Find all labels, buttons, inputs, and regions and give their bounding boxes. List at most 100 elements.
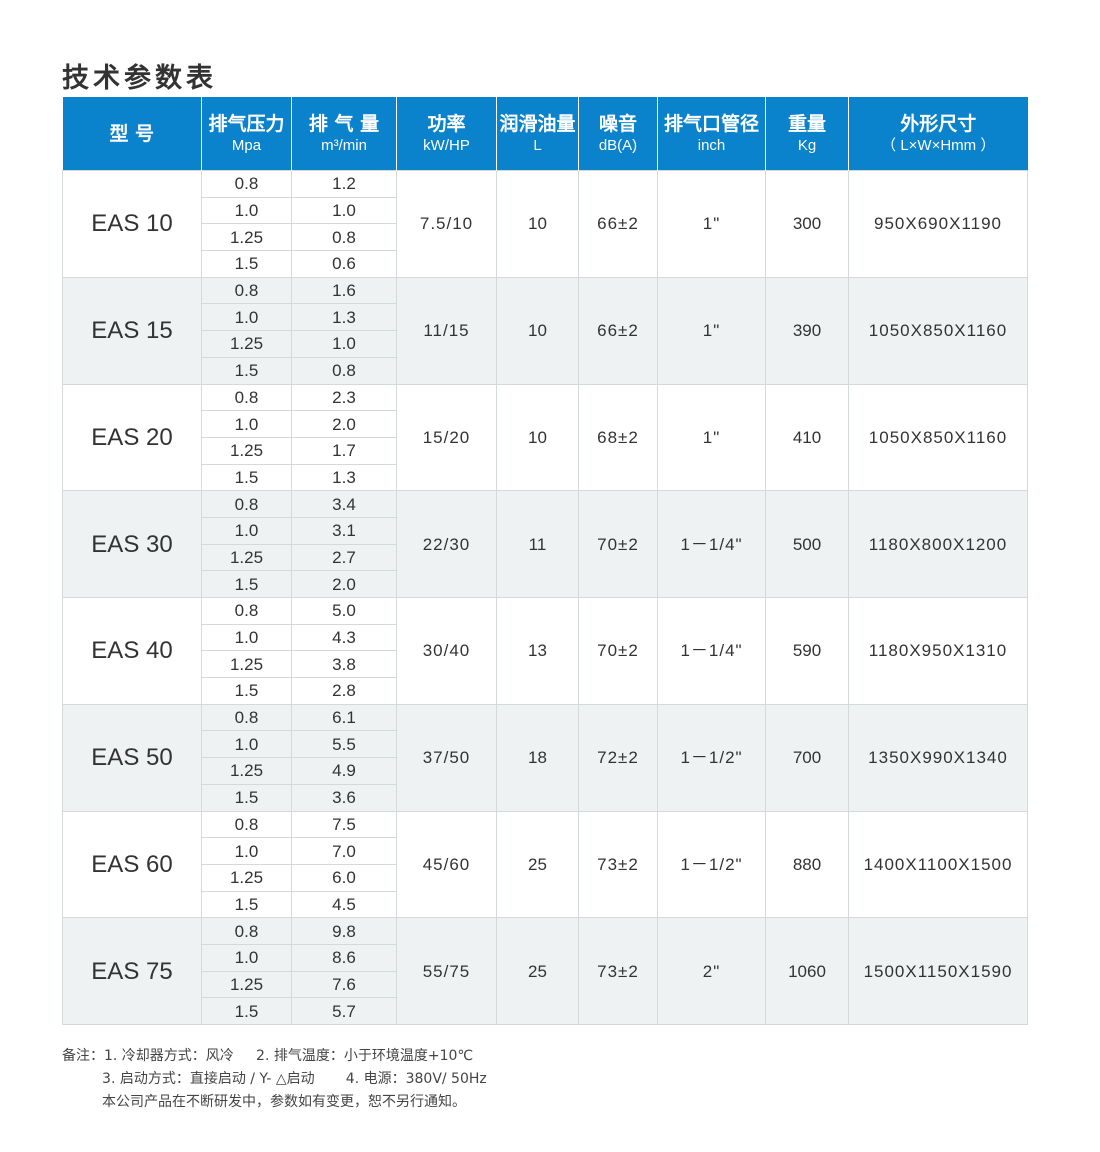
table-row: 1.25 3.8 xyxy=(63,650,1028,679)
outlet-cell: 1－1/2" xyxy=(657,703,766,812)
outlet-cell: 1" xyxy=(657,276,766,385)
table-row: 1.5 1.3 xyxy=(63,463,1028,492)
power-cell: 30/40 xyxy=(396,597,497,705)
flow-cell: 0.8 xyxy=(291,223,397,252)
noise-cell: 66±2 xyxy=(578,276,658,385)
weight-cell: 390 xyxy=(765,276,849,385)
weight-cell: 1060 xyxy=(765,917,849,1025)
pressure-cell: 0.8 xyxy=(201,810,292,839)
oil-cell: 25 xyxy=(496,917,579,1025)
weight-cell: 300 xyxy=(765,170,849,278)
table-row: EAS 60 0.8 7.5 45/60 25 73±2 1－1/2" 880 1400X110… xyxy=(62,810,1028,919)
pressure-cell: 1.25 xyxy=(201,970,292,999)
header-cn: 润滑油量 xyxy=(499,112,576,135)
table-row: 1.0 2.0 xyxy=(63,410,1028,438)
table-header-row: 型 号排气压力 Mpa 排 气 量 m³/min 功率 kW/HP 润滑油量 L 噪音 dB(A)… xyxy=(62,97,1028,171)
flow-cell: 1.2 xyxy=(291,170,397,198)
flow-cell: 8.6 xyxy=(291,943,397,972)
outlet-cell: 1" xyxy=(657,170,766,278)
outlet-cell: 1" xyxy=(657,383,766,492)
flow-cell: 3.8 xyxy=(291,650,397,679)
flow-cell: 7.0 xyxy=(291,837,397,865)
table-row: 1.5 3.6 xyxy=(63,783,1028,812)
header-cn: 排气口管径 xyxy=(663,112,759,135)
model-cell: EAS 75 xyxy=(62,917,202,1025)
pressure-cell: 1.5 xyxy=(201,250,292,278)
pressure-cell: 0.8 xyxy=(201,490,292,518)
pressure-cell: 1.0 xyxy=(201,943,292,972)
table-row: 1.0 7.0 xyxy=(63,837,1028,865)
flow-cell: 4.5 xyxy=(291,890,397,919)
pressure-cell: 0.8 xyxy=(201,170,292,198)
flow-cell: 5.7 xyxy=(291,997,397,1025)
pressure-cell: 1.25 xyxy=(201,757,292,785)
table-row: 1.5 2.8 xyxy=(63,677,1028,705)
dims-cell: 1180X800X1200 xyxy=(848,490,1028,598)
dims-cell: 950X690X1190 xyxy=(848,170,1028,278)
flow-cell: 1.6 xyxy=(291,276,397,305)
flow-cell: 2.0 xyxy=(291,410,397,438)
column-header: 外形尺寸（ L×W×Hmm ） xyxy=(848,97,1028,171)
column-header: 排气压力 Mpa xyxy=(201,97,292,171)
header-cn: 噪音 xyxy=(598,112,637,135)
outlet-cell: 1－1/2" xyxy=(657,810,766,919)
pressure-cell: 0.8 xyxy=(201,917,292,945)
column-header: 功率 kW/HP xyxy=(396,97,497,171)
pressure-cell: 1.5 xyxy=(201,570,292,598)
oil-cell: 10 xyxy=(496,170,579,278)
header-cn: 外形尺寸 xyxy=(900,112,977,135)
header-cn: 排 气 量 xyxy=(308,112,380,135)
pressure-cell: 1.5 xyxy=(201,677,292,705)
table-row: 1.5 2.0 xyxy=(63,570,1028,598)
flow-cell: 2.7 xyxy=(291,543,397,572)
flow-cell: 1.3 xyxy=(291,463,397,492)
weight-cell: 500 xyxy=(765,490,849,598)
power-cell: 7.5/10 xyxy=(396,170,497,278)
table-row: 1.5 5.7 xyxy=(63,997,1028,1025)
pressure-cell: 1.0 xyxy=(201,516,292,545)
header-unit: L xyxy=(533,136,542,154)
model-cell: EAS 30 xyxy=(62,490,202,598)
column-header: 型 号 xyxy=(62,97,202,171)
flow-cell: 6.1 xyxy=(291,703,397,732)
weight-cell: 590 xyxy=(765,597,849,705)
dims-cell: 1400X1100X1500 xyxy=(848,810,1028,919)
pressure-cell: 1.5 xyxy=(201,890,292,919)
header-unit: （ L×W×Hmm ） xyxy=(881,136,996,154)
pressure-cell: 1.0 xyxy=(201,410,292,438)
pressure-cell: 1.25 xyxy=(201,330,292,358)
header-unit: inch xyxy=(697,136,726,154)
column-header: 排 气 量 m³/min xyxy=(291,97,397,171)
noise-cell: 70±2 xyxy=(578,490,658,598)
oil-cell: 10 xyxy=(496,276,579,385)
oil-cell: 10 xyxy=(496,383,579,492)
header-unit: m³/min xyxy=(321,136,367,154)
flow-cell: 1.7 xyxy=(291,436,397,465)
flow-cell: 1.0 xyxy=(291,330,397,358)
dims-cell: 1500X1150X1590 xyxy=(848,917,1028,1025)
table-row: 1.25 6.0 xyxy=(63,863,1028,892)
header-cn: 排气压力 xyxy=(208,112,285,135)
table-row: 1.5 0.6 xyxy=(63,250,1028,278)
flow-cell: 1.0 xyxy=(291,196,397,225)
pressure-cell: 1.25 xyxy=(201,223,292,252)
pressure-cell: 1.0 xyxy=(201,303,292,332)
power-cell: 22/30 xyxy=(396,490,497,598)
table-row: 1.0 4.3 xyxy=(63,623,1028,652)
flow-cell: 6.0 xyxy=(291,863,397,892)
flow-cell: 7.5 xyxy=(291,810,397,839)
column-header: 重量 Kg xyxy=(765,97,849,171)
model-cell: EAS 10 xyxy=(62,170,202,278)
column-header: 噪音 dB(A) xyxy=(578,97,658,171)
pressure-cell: 0.8 xyxy=(201,597,292,625)
flow-cell: 7.6 xyxy=(291,970,397,999)
flow-cell: 2.0 xyxy=(291,570,397,598)
power-cell: 55/75 xyxy=(396,917,497,1025)
flow-cell: 3.6 xyxy=(291,783,397,812)
header-cn: 功率 xyxy=(427,112,466,135)
table-row: 1.25 1.0 xyxy=(63,330,1028,358)
noise-cell: 73±2 xyxy=(578,917,658,1025)
column-header: 润滑油量 L xyxy=(496,97,579,171)
table-row: 1.0 1.0 xyxy=(63,196,1028,225)
flow-cell: 1.3 xyxy=(291,303,397,332)
